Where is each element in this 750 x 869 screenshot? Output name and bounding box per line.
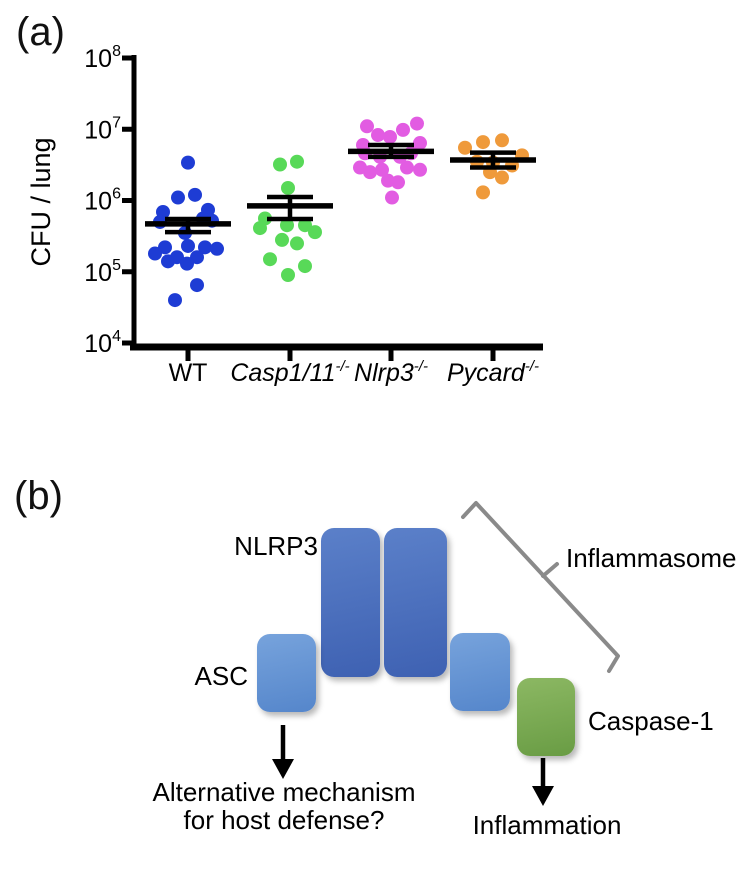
alt-mechanism-caption: Alternative mechanism for host defense? bbox=[134, 778, 434, 834]
down-arrow-icon bbox=[272, 725, 294, 779]
data-point bbox=[413, 162, 427, 177]
asc-subunit-box-right bbox=[450, 633, 510, 711]
data-point bbox=[458, 140, 472, 155]
data-point bbox=[210, 241, 224, 256]
x-group-label: Pycard-/- bbox=[447, 358, 539, 387]
data-point bbox=[476, 135, 490, 150]
nlrp3-label: NLRP3 bbox=[234, 531, 318, 561]
data-point bbox=[371, 128, 385, 143]
y-tick-label: 104 bbox=[84, 328, 121, 358]
data-point bbox=[281, 180, 295, 195]
panel-a: (a) CFU / lung 108 107 106 105 104 WT Casp1/11… bbox=[16, 10, 543, 387]
data-point bbox=[298, 259, 312, 274]
data-point bbox=[298, 218, 312, 233]
alt-mechanism-line-2: for host defense? bbox=[183, 805, 385, 835]
data-point bbox=[476, 185, 490, 200]
caspase-1-box bbox=[517, 678, 575, 756]
y-tick-label: 107 bbox=[84, 114, 121, 144]
data-point bbox=[190, 278, 204, 293]
panel-a-label: (a) bbox=[16, 10, 65, 54]
data-point bbox=[198, 240, 212, 255]
data-point bbox=[495, 133, 509, 148]
y-tick-label: 106 bbox=[84, 186, 121, 216]
nlrp3-subunit-box-right bbox=[384, 528, 447, 677]
data-point bbox=[410, 116, 424, 131]
data-point bbox=[360, 119, 374, 134]
panel-b-label: (b) bbox=[14, 474, 63, 518]
data-point bbox=[413, 136, 427, 151]
data-point bbox=[168, 293, 182, 308]
data-point bbox=[158, 240, 172, 255]
data-point bbox=[363, 165, 377, 180]
data-point bbox=[375, 162, 389, 177]
x-group-label: Casp1/11-/- bbox=[230, 358, 349, 387]
data-point bbox=[391, 175, 405, 190]
data-point bbox=[281, 268, 295, 283]
y-tick-label: 105 bbox=[84, 257, 121, 287]
data-point bbox=[290, 236, 304, 251]
x-group-label: WT bbox=[169, 359, 208, 387]
down-arrow-icon bbox=[532, 758, 554, 806]
data-point bbox=[280, 218, 294, 233]
data-point bbox=[290, 154, 304, 169]
data-point bbox=[148, 246, 162, 261]
inflammation-caption: Inflammation bbox=[472, 810, 622, 840]
data-point bbox=[385, 190, 399, 205]
data-point bbox=[180, 256, 194, 271]
data-point bbox=[273, 157, 287, 172]
data-point bbox=[181, 155, 195, 170]
alt-mechanism-line-1: Alternative mechanism bbox=[152, 777, 416, 807]
y-tick-label: 108 bbox=[84, 43, 121, 73]
data-point bbox=[190, 250, 204, 265]
data-point bbox=[263, 252, 277, 267]
data-point bbox=[308, 225, 322, 240]
data-point bbox=[275, 232, 289, 247]
data-point bbox=[181, 238, 195, 253]
data-point bbox=[171, 190, 185, 205]
caspase-1-label: Caspase-1 bbox=[588, 706, 714, 736]
data-point bbox=[400, 160, 414, 175]
data-point bbox=[161, 254, 175, 269]
data-point bbox=[383, 129, 397, 144]
data-point bbox=[396, 122, 410, 137]
data-point bbox=[495, 170, 509, 185]
inflammasome-bracket-icon bbox=[461, 501, 620, 673]
x-group-label: Nlrp3-/- bbox=[354, 358, 428, 387]
asc-label: ASC bbox=[194, 661, 248, 691]
panel-b: (b) NLRP3 ASC Caspase-1 Inflammasome Alt… bbox=[0, 440, 750, 869]
nlrp3-subunit-box-left bbox=[321, 528, 380, 677]
inflammasome-label: Inflammasome bbox=[566, 543, 737, 573]
asc-subunit-box-left bbox=[257, 634, 316, 712]
scatter-plot: 108 107 106 105 104 WT Casp1/11-/- Nlrp3-/- Pyca… bbox=[84, 43, 543, 387]
data-point bbox=[253, 221, 267, 236]
data-point bbox=[188, 187, 202, 202]
